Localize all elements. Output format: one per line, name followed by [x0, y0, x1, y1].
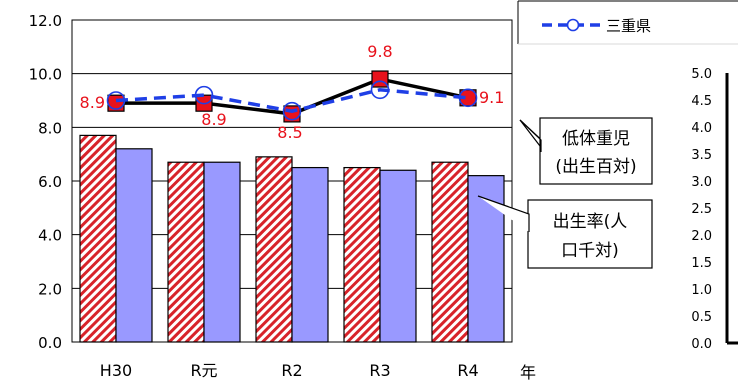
line-marker-circle — [370, 80, 390, 100]
second-y-tick-label: 3.0 — [691, 175, 712, 190]
callout-text: 低体重児 — [562, 129, 630, 149]
legend-marker-sample — [566, 18, 580, 32]
data-label: 9.1 — [479, 88, 504, 107]
y-tick-label: 6.0 — [38, 173, 62, 191]
data-label: 8.5 — [277, 123, 302, 142]
line-marker-circle — [458, 88, 478, 108]
data-label: 8.9 — [80, 93, 105, 112]
second-y-tick-label: 0.0 — [691, 337, 712, 352]
data-label: 9.8 — [367, 42, 392, 61]
second-chart: 0.0 0.5 1.0 1.5 2.0 2.5 3.0 3.5 4.0 4.5 5.0 — [691, 67, 738, 352]
data-label: 8.9 — [201, 110, 226, 129]
x-axis-unit: 年 — [520, 363, 536, 382]
second-y-tick-label: 2.5 — [691, 202, 712, 217]
legend: 三重県 — [517, 0, 738, 45]
y-tick-label: 4.0 — [38, 227, 62, 245]
legend-label: 三重県 — [606, 17, 651, 35]
main-chart: 0.0 2.0 4.0 6.0 8.0 10.0 12.0 H30 R元 R2 R3 R4 年 8.9 8.… — [29, 12, 536, 382]
bar-series-1 — [431, 161, 469, 343]
second-y-tick-label: 0.5 — [691, 310, 712, 325]
x-tick-label: R2 — [281, 361, 302, 380]
second-y-tick-label: 1.5 — [691, 256, 712, 271]
callout-text: (出生百対) — [555, 157, 636, 177]
second-y-tick-label: 1.0 — [691, 283, 712, 298]
second-y-tick-label: 4.5 — [691, 94, 712, 109]
bar-series-2 — [291, 166, 329, 343]
x-tick-label: H30 — [100, 361, 132, 380]
bar-series-1 — [79, 134, 117, 343]
x-tick-label: R3 — [369, 361, 390, 380]
callout-text: 口千対) — [561, 241, 619, 261]
callout-pointer-edge — [519, 119, 542, 152]
bar-series-1 — [343, 166, 381, 343]
line-marker-circle — [106, 91, 126, 110]
x-tick-label: R元 — [190, 361, 217, 380]
callout-box — [527, 199, 653, 269]
line-marker-circle — [194, 85, 214, 105]
bar-series-2 — [379, 169, 417, 343]
bar-series-2 — [115, 148, 153, 343]
line-marker-square — [371, 70, 389, 88]
line-marker-circle — [282, 101, 302, 121]
bar-series-1 — [167, 161, 205, 343]
bar-series-2 — [203, 161, 241, 343]
second-y-tick-label: 3.5 — [691, 148, 712, 163]
y-tick-label: 10.0 — [29, 66, 62, 84]
second-y-tick-label: 2.0 — [691, 229, 712, 244]
callout-text: 出生率(人 — [553, 212, 628, 232]
y-tick-label: 0.0 — [38, 334, 62, 352]
callout-pointer — [477, 195, 530, 232]
second-y-tick-label: 4.0 — [691, 121, 712, 136]
bar-series-1 — [255, 156, 293, 343]
y-tick-label: 12.0 — [29, 12, 62, 30]
second-y-tick-label: 5.0 — [691, 67, 712, 82]
y-tick-label: 2.0 — [38, 280, 62, 298]
callout-box — [539, 117, 653, 185]
x-tick-label: R4 — [457, 361, 478, 380]
y-tick-label: 8.0 — [38, 119, 62, 137]
line-series-2 — [115, 87, 469, 114]
